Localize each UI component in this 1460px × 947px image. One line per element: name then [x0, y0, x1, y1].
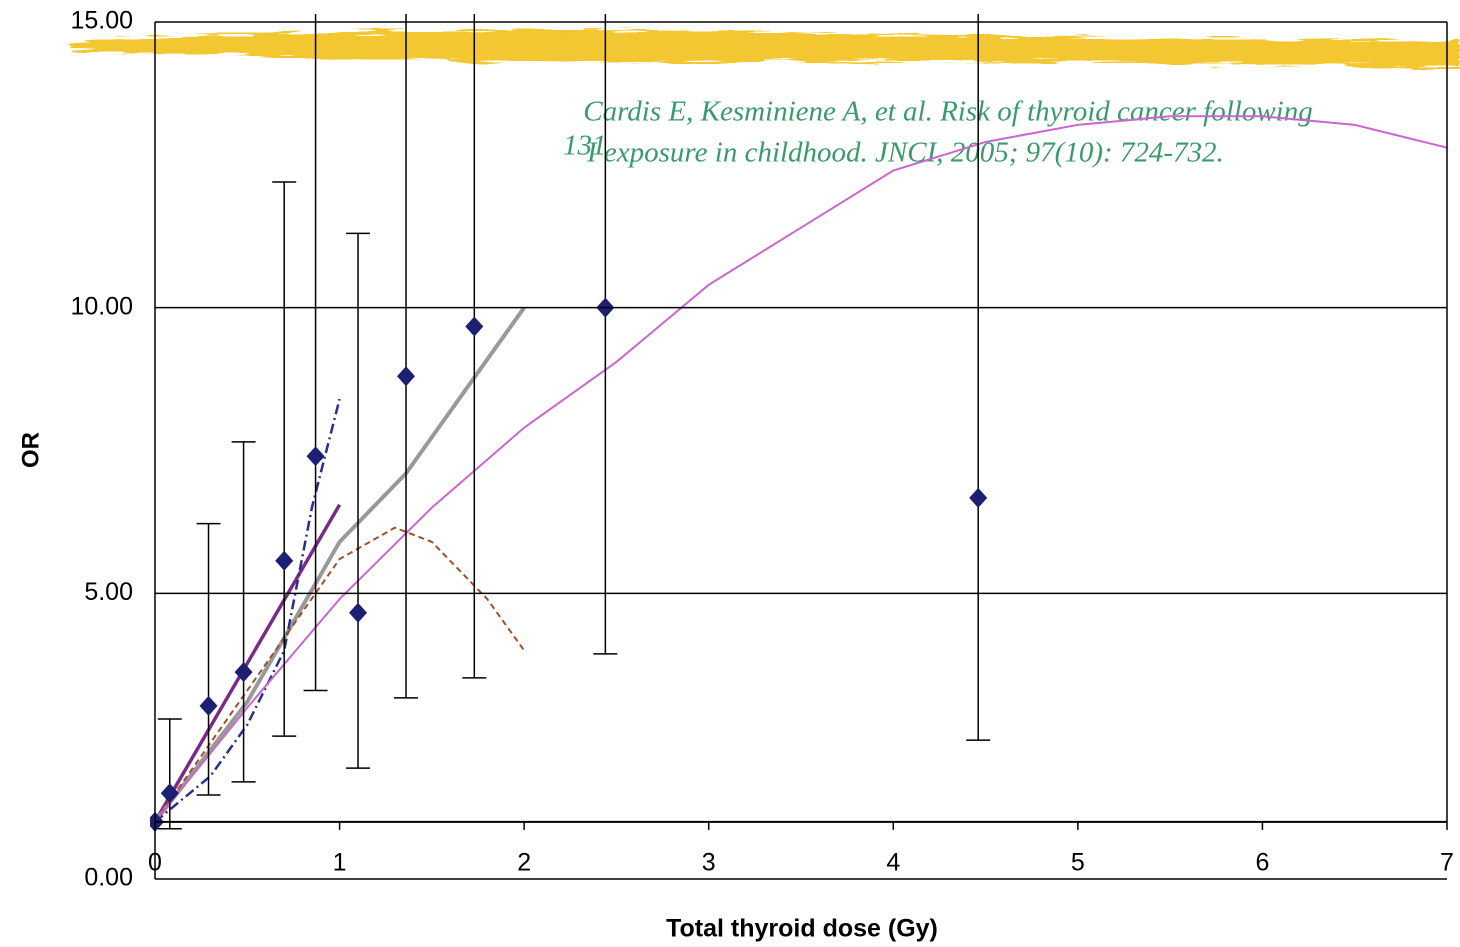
data-point	[349, 602, 368, 623]
fit-line	[153, 306, 526, 824]
data-point	[306, 446, 325, 467]
data-point	[199, 695, 218, 716]
data-point	[397, 366, 416, 387]
x-tick-label: 4	[886, 848, 900, 876]
x-tick-label: 5	[1071, 848, 1085, 876]
x-tick-label: 2	[517, 848, 531, 876]
data-point	[969, 487, 988, 508]
citation-line1: Cardis E, Kesminiene A, et al. Risk of t…	[583, 96, 1313, 128]
citation-line2: I exposure in childhood. JNCI, 2005; 97(…	[586, 137, 1224, 169]
data-point	[234, 662, 253, 683]
y-tick-label: 15.00	[70, 7, 133, 35]
decoration-banner	[70, 29, 1460, 68]
y-axis-label: OR	[17, 432, 44, 468]
x-tick-label: 3	[702, 848, 716, 876]
citation-superscript: 131	[563, 130, 607, 162]
data-point	[275, 550, 294, 571]
x-tick-label: 0	[148, 848, 162, 876]
data-point	[465, 316, 484, 337]
y-tick-label: 0.00	[84, 864, 133, 892]
x-tick-label: 1	[333, 848, 347, 876]
y-tick-label: 10.00	[70, 292, 133, 320]
x-tick-label: 7	[1440, 848, 1454, 876]
fit-line	[154, 526, 525, 823]
plot-area	[150, 14, 1448, 832]
x-axis-label: Total thyroid dose (Gy)	[666, 915, 938, 943]
fit-line	[154, 398, 341, 823]
data-point	[160, 783, 179, 804]
fit-line	[153, 503, 342, 823]
x-tick-label: 6	[1255, 848, 1269, 876]
fit-line	[154, 115, 1448, 823]
y-tick-label: 5.00	[84, 578, 133, 606]
